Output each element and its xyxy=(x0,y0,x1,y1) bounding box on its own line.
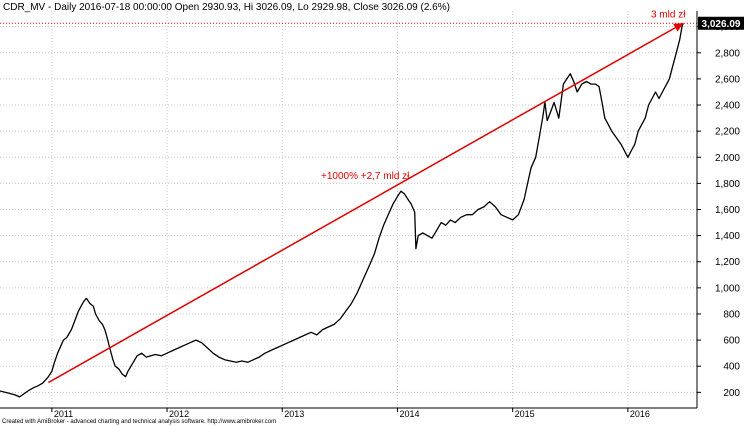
axes: 200 400 600 800 1,000 1,200 1,400 1,600 1,800 2,0… xyxy=(0,11,744,419)
x-tick-label: 2016 xyxy=(630,409,650,419)
grid xyxy=(0,11,697,408)
x-tick-label: 2012 xyxy=(169,409,189,419)
y-tick-label: 1,800 xyxy=(715,179,740,190)
y-tick-label: 2,800 xyxy=(715,48,740,59)
y-tick-label: 1,200 xyxy=(715,257,740,268)
y-tick-label: 400 xyxy=(723,362,740,373)
y-tick-label: 800 xyxy=(723,309,740,320)
y-tick-label: 1,400 xyxy=(715,231,740,242)
y-tick-label: 2,400 xyxy=(715,101,740,112)
y-tick-label: 200 xyxy=(723,388,740,399)
series-layer xyxy=(0,23,684,398)
annotation-label: 3 mld zł xyxy=(651,10,686,21)
y-tick-label: 600 xyxy=(723,336,740,347)
chart-footer: Created with AmiBroker - advanced charti… xyxy=(2,419,276,425)
y-tick-label: 2,200 xyxy=(715,127,740,138)
trend-arrow-line xyxy=(48,22,684,384)
annotation-layer: +1000% +2,7 mld zł 3 mld zł xyxy=(0,10,697,384)
annotation-label: +1000% +2,7 mld zł xyxy=(321,171,410,182)
y-tick-label: 2,000 xyxy=(715,153,740,164)
price-series-line xyxy=(0,23,684,398)
x-tick-label: 2013 xyxy=(284,409,304,419)
y-tick-label: 1,600 xyxy=(715,205,740,216)
y-tick-label: 1,000 xyxy=(715,283,740,294)
x-tick-label: 2011 xyxy=(54,409,73,419)
x-tick-label: 2015 xyxy=(515,409,535,419)
chart-header: CDR_MV - Daily 2016-07-18 00:00:00 Open … xyxy=(3,2,450,13)
last-price-label: 3,026.09 xyxy=(702,19,741,30)
last-price-badge xyxy=(698,16,744,30)
trend-arrow-head xyxy=(673,23,684,32)
x-tick-label: 2014 xyxy=(399,409,419,419)
y-tick-label: 2,600 xyxy=(715,74,740,85)
